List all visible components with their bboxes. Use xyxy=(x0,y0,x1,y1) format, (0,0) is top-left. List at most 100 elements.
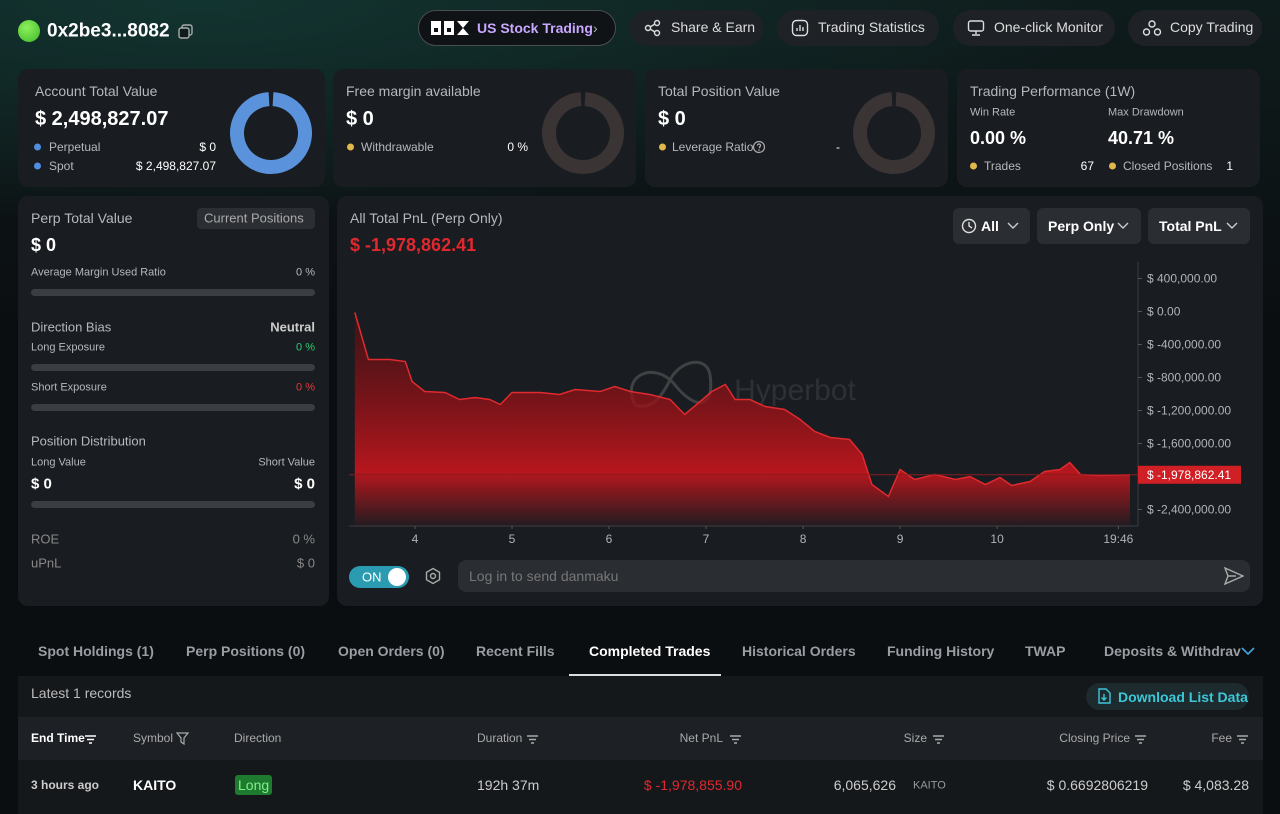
card-value: $ 0 xyxy=(346,108,374,130)
row-value: 0 % xyxy=(296,266,315,279)
row-value: 67 xyxy=(1080,159,1094,173)
card-title: Total Position Value xyxy=(658,83,780,99)
perp-panel xyxy=(18,196,329,606)
dropdown[interactable]: All xyxy=(953,208,1030,244)
panel-title: Perp Total Value xyxy=(31,210,133,226)
sort-icon xyxy=(526,732,539,744)
tab-underline xyxy=(569,674,721,676)
danmaku-input[interactable]: Log in to send danmaku xyxy=(458,560,1250,592)
row-value: $ 2,498,827.07 xyxy=(135,159,216,173)
nav-label: One-click Monitor xyxy=(994,19,1103,35)
monitor-icon xyxy=(967,20,985,36)
placeholder: Log in to send danmaku xyxy=(469,568,619,584)
tab[interactable]: Completed Trades xyxy=(589,643,711,659)
perp-value: $ 0 xyxy=(31,235,57,255)
tab[interactable]: Funding History xyxy=(887,643,995,659)
chart-panel xyxy=(337,196,1263,606)
chevron xyxy=(1007,222,1019,229)
avatar xyxy=(18,20,40,42)
chevron: › xyxy=(593,20,598,36)
row-value: 0 % xyxy=(292,531,315,547)
download-button[interactable]: Download List Data xyxy=(1086,683,1249,710)
dropdown[interactable]: Total PnL xyxy=(1148,208,1250,244)
column-header: Symbol xyxy=(133,731,174,745)
row-value: - xyxy=(836,140,840,154)
column-header: Duration xyxy=(477,731,523,745)
chevron xyxy=(1117,222,1129,229)
tabs-chevron[interactable] xyxy=(1241,647,1255,656)
tab[interactable]: Deposits & Withdrav xyxy=(1104,643,1241,659)
share-icon xyxy=(644,19,661,37)
legend-dot xyxy=(1109,162,1116,170)
column-header: Net PnL xyxy=(679,731,723,745)
column-header: Closing Price xyxy=(1059,731,1130,745)
row-label: Long Value xyxy=(31,456,86,469)
row-label: Short Exposure xyxy=(31,381,107,394)
row-label: uPnL xyxy=(31,555,62,571)
chart-subtitle: $ -1,978,862.41 xyxy=(350,235,477,255)
tab[interactable]: Perp Positions (0) xyxy=(186,643,306,659)
toggle-knob xyxy=(388,568,406,586)
card-title: Account Total Value xyxy=(35,83,158,99)
copy-icon[interactable] xyxy=(178,24,194,40)
toggle[interactable]: ON xyxy=(349,566,409,588)
sort-icon xyxy=(1236,732,1249,744)
column-header: Direction xyxy=(234,731,282,745)
dropdown-label: Perp Only xyxy=(1048,218,1115,234)
row-label: Trades xyxy=(984,159,1021,173)
dropdown[interactable]: Perp Only xyxy=(1037,208,1141,244)
direction-badge xyxy=(235,775,272,795)
legend-dot xyxy=(34,162,41,170)
sort-icon xyxy=(932,732,945,744)
section-title: Direction Bias xyxy=(31,319,112,335)
bias-value: Neutral xyxy=(270,319,315,335)
row-label: Closed Positions xyxy=(1123,159,1213,173)
progress-track xyxy=(31,289,315,296)
row-value: 0 % xyxy=(296,381,315,394)
dropdown-label: Total PnL xyxy=(1159,218,1222,234)
positions-button[interactable] xyxy=(197,208,315,229)
nav-button[interactable]: One-click Monitor xyxy=(953,10,1115,46)
cell: $ -1,978,855.90 xyxy=(643,777,742,793)
send-icon[interactable] xyxy=(1224,567,1244,585)
column-header: Fee xyxy=(1211,731,1232,745)
donut xyxy=(853,92,935,175)
cell: Long xyxy=(238,777,270,793)
section-title: Position Distribution xyxy=(31,433,146,449)
nav-label: Copy Trading xyxy=(1170,19,1254,35)
tab[interactable]: Spot Holdings (1) xyxy=(38,643,154,659)
donut xyxy=(230,92,312,175)
row-value: 0 % xyxy=(296,341,315,354)
tab[interactable]: Recent Fills xyxy=(476,643,555,659)
row-label: ROE xyxy=(31,531,60,547)
settings-icon[interactable] xyxy=(424,567,442,585)
cell: KAITO xyxy=(133,777,177,793)
nav-button[interactable]: Copy Trading xyxy=(1128,10,1262,46)
row-value: $ 0 xyxy=(31,475,52,493)
sort-icon xyxy=(729,732,742,744)
chart-title: All Total PnL (Perp Only) xyxy=(350,210,503,226)
tab[interactable]: Historical Orders xyxy=(742,643,856,659)
row-label: Leverage Ratio xyxy=(672,140,754,154)
nav-button[interactable]: US Stock Trading › xyxy=(418,10,616,46)
cell: 6,065,626 xyxy=(833,777,896,793)
tab[interactable]: Open Orders (0) xyxy=(338,643,445,659)
row-label: Withdrawable xyxy=(361,140,434,154)
nav-label: US Stock Trading xyxy=(477,20,593,36)
nav-button[interactable]: Trading Statistics xyxy=(777,10,939,46)
stat-value: 0.00 % xyxy=(970,128,1027,148)
performance-card xyxy=(957,69,1260,187)
stat-value: 40.71 % xyxy=(1108,128,1175,148)
stat-label: Win Rate xyxy=(970,106,1016,119)
cell: $ 4,083.28 xyxy=(1182,777,1249,793)
nav-button[interactable]: Share & Earn xyxy=(630,10,763,46)
help-icon[interactable] xyxy=(752,140,766,154)
row-label: Short Value xyxy=(258,456,315,469)
tab[interactable]: TWAP xyxy=(1025,643,1066,659)
cell-unit: KAITO xyxy=(913,779,946,792)
cell: 192h 37m xyxy=(477,777,540,793)
chevron xyxy=(1226,222,1238,229)
stats-icon xyxy=(791,19,809,37)
download-icon xyxy=(1098,688,1111,704)
